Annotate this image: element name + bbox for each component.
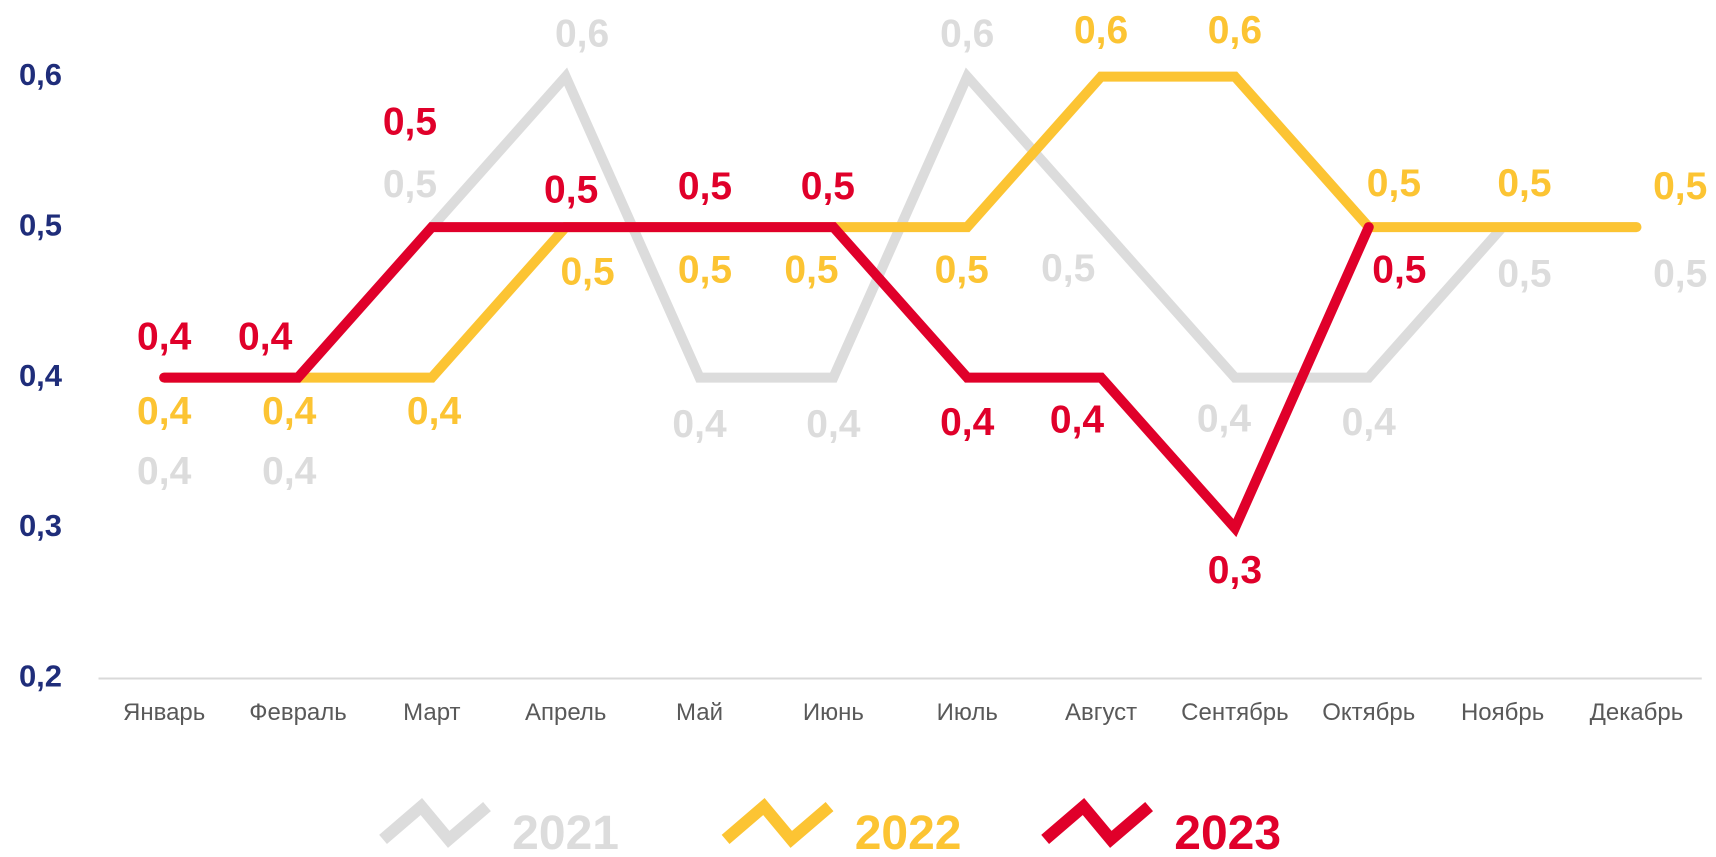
y-tick-label: 0,2 <box>19 659 62 694</box>
value-label: 0,5 <box>1372 248 1426 291</box>
y-tick-label: 0,5 <box>19 207 62 242</box>
legend-icon <box>1041 798 1154 848</box>
value-label: 0,5 <box>1367 162 1421 205</box>
value-label: 0,6 <box>1074 9 1128 52</box>
value-label: 0,5 <box>383 163 437 206</box>
value-label: 0,5 <box>1497 162 1551 205</box>
legend-label: 2023 <box>1174 807 1281 857</box>
value-label: 0,6 <box>940 12 994 55</box>
x-tick-label: Декабрь <box>1590 699 1684 726</box>
value-label: 0,5 <box>935 248 989 291</box>
value-label: 0,4 <box>137 390 192 433</box>
x-tick-label: Январь <box>123 699 205 726</box>
value-label: 0,5 <box>560 250 614 293</box>
legend-icon <box>379 798 491 848</box>
value-label: 0,6 <box>1208 9 1262 52</box>
series-line <box>159 222 1374 538</box>
value-label: 0,5 <box>544 168 598 211</box>
legend-icon <box>721 798 834 848</box>
y-tick-label: 0,6 <box>19 57 62 92</box>
x-tick-label: Июль <box>937 699 998 726</box>
x-tick-label: Август <box>1065 699 1137 726</box>
value-label: 0,4 <box>1197 398 1252 441</box>
value-label: 0,5 <box>1497 253 1551 296</box>
value-label: 0,5 <box>678 248 732 291</box>
legend-label: 2022 <box>855 807 962 857</box>
value-label: 0,4 <box>1050 399 1105 442</box>
x-tick-label: Февраль <box>249 699 347 726</box>
y-tick-label: 0,3 <box>19 508 62 543</box>
legend-label: 2021 <box>512 807 619 857</box>
x-tick-label: Сентябрь <box>1181 699 1289 726</box>
value-label: 0,5 <box>801 165 855 208</box>
value-label: 0,5 <box>784 248 838 291</box>
value-label: 0,4 <box>137 450 192 493</box>
x-tick-label: Апрель <box>525 699 606 726</box>
value-label: 0,4 <box>1342 401 1397 444</box>
value-label: 0,4 <box>137 316 192 359</box>
x-tick-label: Июнь <box>803 699 864 726</box>
value-label: 0,4 <box>407 390 462 433</box>
value-label: 0,3 <box>1208 549 1262 592</box>
x-tick-label: Март <box>403 699 460 726</box>
value-label: 0,5 <box>1653 253 1707 296</box>
value-label: 0,6 <box>555 12 609 55</box>
value-label: 0,4 <box>672 403 727 446</box>
value-label: 0,4 <box>940 401 995 444</box>
value-label: 0,5 <box>383 101 437 144</box>
value-label: 0,5 <box>1041 247 1095 290</box>
y-tick-label: 0,4 <box>19 358 63 393</box>
value-label: 0,4 <box>806 403 861 446</box>
value-label: 0,5 <box>678 165 732 208</box>
x-tick-label: Май <box>676 699 723 726</box>
series-line <box>159 71 1642 383</box>
value-label: 0,4 <box>238 316 293 359</box>
x-tick-label: Ноябрь <box>1461 699 1544 726</box>
value-label: 0,5 <box>1653 165 1707 208</box>
value-label: 0,4 <box>262 390 317 433</box>
value-label: 0,4 <box>262 450 317 493</box>
x-tick-label: Октябрь <box>1322 699 1415 726</box>
